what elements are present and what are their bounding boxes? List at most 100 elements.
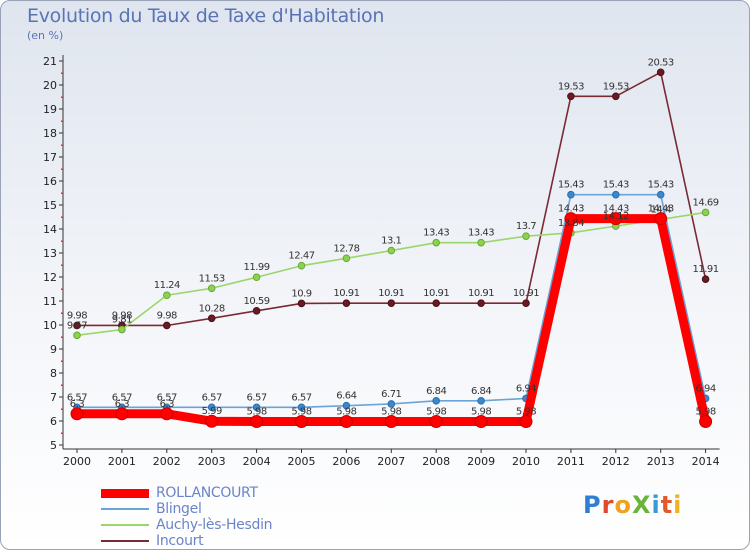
data-label: 14.69 bbox=[693, 197, 719, 208]
y-tick-label: 12 bbox=[43, 271, 57, 284]
legend-swatch bbox=[101, 508, 149, 510]
data-label: 6.3 bbox=[115, 399, 130, 410]
data-label: 11.53 bbox=[199, 273, 225, 284]
y-tick-label: 16 bbox=[43, 175, 57, 188]
proxiti-logo: ProXiti bbox=[583, 491, 683, 519]
legend-label: Auchy-lès-Hesdin bbox=[156, 517, 273, 533]
data-point bbox=[432, 397, 441, 405]
data-point bbox=[160, 407, 174, 421]
data-label: 5.99 bbox=[202, 406, 222, 417]
x-tick-label: 2008 bbox=[422, 455, 450, 468]
data-point bbox=[250, 414, 264, 428]
chart-subtitle: (en %) bbox=[27, 29, 64, 42]
data-point bbox=[477, 299, 485, 307]
data-label: 11.24 bbox=[154, 280, 180, 291]
data-point bbox=[339, 414, 353, 428]
y-tick-label: 17 bbox=[43, 151, 57, 164]
y-minor-tick bbox=[61, 432, 63, 434]
data-label: 20.53 bbox=[648, 57, 674, 68]
data-label: 12.47 bbox=[288, 251, 314, 262]
data-point bbox=[73, 321, 81, 330]
data-point bbox=[564, 212, 578, 226]
data-point bbox=[612, 92, 620, 101]
y-minor-tick bbox=[61, 192, 63, 194]
data-point bbox=[699, 414, 713, 428]
y-tick-label: 20 bbox=[43, 79, 57, 92]
y-minor-tick bbox=[61, 120, 63, 122]
data-label: 6.94 bbox=[695, 383, 715, 394]
data-point bbox=[297, 261, 306, 270]
data-label: 10.91 bbox=[333, 288, 359, 299]
data-point bbox=[387, 400, 396, 408]
y-tick-label: 7 bbox=[50, 391, 57, 404]
data-point bbox=[118, 325, 126, 334]
data-point bbox=[656, 68, 665, 77]
data-point bbox=[342, 299, 351, 307]
data-label: 5.98 bbox=[426, 406, 446, 417]
y-tick-label: 19 bbox=[43, 103, 57, 116]
data-label: 6.3 bbox=[160, 399, 175, 410]
data-point bbox=[163, 291, 171, 300]
data-label: 10.28 bbox=[199, 303, 225, 314]
x-tick-label: 2011 bbox=[557, 455, 585, 468]
chart-title: Evolution du Taux de Taxe d'Habitation bbox=[27, 5, 385, 27]
y-minor-tick bbox=[61, 336, 63, 338]
data-label: 13.43 bbox=[423, 228, 449, 239]
y-tick-label: 21 bbox=[43, 55, 57, 68]
data-label: 6.71 bbox=[381, 389, 401, 400]
data-label: 9.81 bbox=[112, 315, 132, 326]
data-point bbox=[477, 397, 485, 405]
data-label: 15.43 bbox=[648, 180, 674, 191]
data-label: 6.57 bbox=[157, 392, 177, 403]
data-label: 9.57 bbox=[67, 320, 87, 331]
legend-swatch bbox=[101, 488, 149, 498]
data-point bbox=[387, 299, 396, 307]
data-label: 6.57 bbox=[112, 392, 132, 403]
data-label: 9.98 bbox=[112, 310, 132, 321]
data-label: 6.57 bbox=[202, 392, 222, 403]
data-point bbox=[207, 284, 216, 293]
data-label: 5.98 bbox=[471, 406, 491, 417]
data-label: 6.3 bbox=[70, 399, 85, 410]
legend-label: Incourt bbox=[156, 533, 204, 549]
y-minor-tick bbox=[61, 408, 63, 410]
data-label: 10.91 bbox=[423, 288, 449, 299]
data-label: 19.53 bbox=[558, 81, 584, 92]
x-tick-label: 2013 bbox=[647, 455, 675, 468]
data-label: 13.43 bbox=[468, 228, 494, 239]
y-minor-tick bbox=[61, 288, 63, 290]
data-label: 19.53 bbox=[603, 81, 629, 92]
x-tick-label: 2004 bbox=[243, 455, 271, 468]
data-label: 6.57 bbox=[291, 392, 311, 403]
data-label: 12.78 bbox=[333, 243, 359, 254]
legend-label: ROLLANCOURT bbox=[156, 485, 258, 501]
data-point bbox=[429, 414, 443, 428]
data-point bbox=[115, 407, 129, 421]
y-tick-label: 15 bbox=[43, 199, 57, 212]
legend-swatch bbox=[101, 524, 149, 526]
y-tick-label: 11 bbox=[43, 295, 57, 308]
data-point bbox=[297, 299, 306, 308]
data-point bbox=[295, 414, 308, 428]
data-label: 9.98 bbox=[157, 310, 177, 321]
data-point bbox=[432, 238, 441, 247]
x-tick-label: 2003 bbox=[198, 455, 226, 468]
y-tick-label: 9 bbox=[50, 343, 57, 356]
data-point bbox=[701, 275, 710, 283]
y-minor-tick bbox=[61, 216, 63, 218]
data-label: 5.98 bbox=[291, 406, 311, 417]
y-minor-tick bbox=[61, 168, 63, 170]
legend-label: Blingel bbox=[156, 501, 202, 517]
x-tick-label: 2006 bbox=[332, 455, 360, 468]
y-minor-tick bbox=[61, 264, 63, 266]
data-point bbox=[342, 254, 351, 263]
data-label: 5.98 bbox=[246, 406, 266, 417]
data-point bbox=[432, 299, 441, 307]
y-minor-tick bbox=[61, 96, 63, 98]
y-minor-tick bbox=[61, 312, 63, 314]
data-point bbox=[342, 401, 351, 410]
y-tick-label: 5 bbox=[50, 439, 57, 452]
data-point bbox=[567, 92, 575, 101]
